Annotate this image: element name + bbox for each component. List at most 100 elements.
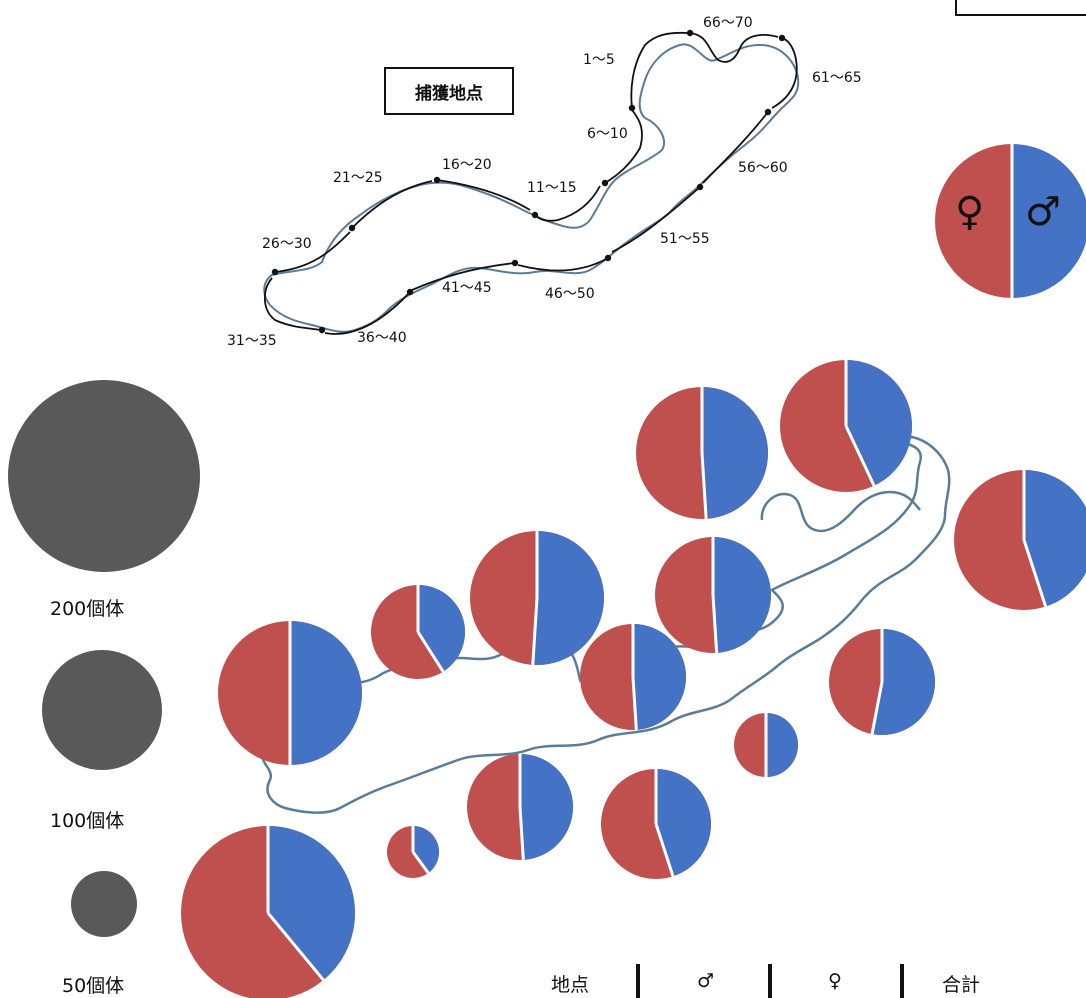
table-header-divider: [900, 964, 904, 998]
segment-arrow: [351, 180, 433, 229]
sex-legend-male-symbol: ♂: [1025, 189, 1061, 235]
size-legend-bubble-50: [71, 871, 137, 937]
size-legend-label-200: 200個体: [50, 598, 125, 620]
sex-legend-female-half: [935, 144, 1012, 298]
pie-male-slice: [520, 754, 574, 860]
pie-slice-border: [531, 597, 539, 665]
table-header-total: 合計: [942, 974, 981, 996]
pie-slice-border: [844, 425, 876, 487]
pie-slice-border: [411, 851, 430, 874]
segment-arrowhead: [696, 183, 704, 191]
pie-male-slice: [633, 624, 687, 730]
sex-ratio-pie: [371, 585, 465, 679]
segment-label: 61～65: [812, 70, 862, 86]
segment-arrowhead: [764, 108, 772, 116]
segment-arrowhead: [686, 29, 694, 37]
size-legend-bubble-100: [42, 650, 162, 770]
sex-ratio-pie: [470, 531, 604, 665]
sex-ratio-pies: [181, 360, 1086, 998]
segment-arrow: [263, 277, 323, 331]
sex-ratio-pie: [829, 629, 935, 735]
sex-ratio-pie: [218, 621, 362, 765]
segment-label: 46～50: [545, 286, 595, 302]
sex-ratio-pie: [780, 360, 913, 492]
cropped-frame: [955, 0, 1086, 16]
pie-slice-border: [416, 631, 445, 673]
pie-slice-border: [1022, 539, 1048, 608]
sex-ratio-pie: [636, 387, 769, 519]
lake-outline-north: [760, 490, 921, 533]
pie-slice-border: [266, 912, 325, 981]
segment-arrow: [534, 185, 601, 222]
segment-arrowhead: [604, 254, 612, 262]
pie-male-slice: [413, 826, 439, 874]
pie-slice-border: [518, 806, 525, 860]
table-header-divider: [768, 964, 772, 998]
segment-label: 6～10: [587, 126, 628, 142]
segment-arrowhead: [601, 179, 609, 187]
pie-male-slice: [290, 621, 362, 765]
segment-arrow: [771, 37, 798, 109]
segment-arrow: [689, 32, 779, 63]
segment-label: 31～35: [227, 333, 277, 349]
segment-arrowhead: [511, 259, 519, 267]
segment-arrow: [436, 179, 531, 211]
segment-label: 56～60: [738, 160, 788, 176]
pie-slice-border: [700, 452, 708, 519]
table-header-male: ♂: [697, 970, 715, 992]
inset-segment-arrows: [263, 29, 798, 335]
table-header-site: 地点: [551, 974, 590, 996]
segment-arrow: [274, 231, 351, 273]
segment-label: 51～55: [660, 231, 710, 247]
table-header-divider: [636, 964, 640, 998]
segment-arrow: [630, 31, 689, 109]
sex-ratio-pie: [601, 769, 711, 879]
table-header-female: ♀: [828, 970, 842, 992]
segment-label: 36～40: [357, 330, 407, 346]
pie-male-slice: [702, 387, 769, 519]
pie-male-slice: [1024, 470, 1086, 607]
segment-label: 21～25: [333, 170, 383, 186]
segment-arrowhead: [628, 104, 636, 112]
pie-male-slice: [268, 826, 356, 981]
segment-label: 66～70: [703, 15, 753, 31]
segment-arrowhead: [318, 326, 326, 334]
segment-arrowhead: [271, 268, 279, 276]
size-legend-label-100: 100個体: [50, 810, 125, 832]
segment-label: 41～45: [442, 280, 492, 296]
sex-ratio-pie: [467, 754, 574, 860]
pie-male-slice: [766, 713, 798, 777]
segment-label: 1～5: [583, 52, 615, 68]
pie-male-slice: [846, 360, 913, 486]
sex-ratio-pie: [387, 826, 439, 878]
inset-lake-outline: [263, 43, 800, 333]
segment-arrowhead: [433, 176, 441, 184]
size-legend-bubble-200: [8, 380, 200, 572]
sex-ratio-pie: [181, 826, 356, 998]
segment-label: 16～20: [442, 157, 492, 173]
sex-legend-female-symbol: ♀: [955, 189, 985, 235]
pie-slice-border: [870, 681, 884, 735]
sex-ratio-pie: [655, 537, 772, 653]
segment-arrow: [702, 111, 769, 184]
segment-arrowhead: [778, 34, 786, 42]
lake-outline-main: [258, 435, 951, 814]
segment-arrow: [611, 186, 701, 253]
map-title: 捕獲地点: [384, 67, 514, 115]
segment-arrow: [604, 109, 643, 184]
sex-legend-pie: [935, 144, 1086, 298]
segment-label: 11～15: [527, 180, 577, 196]
pie-male-slice: [532, 531, 604, 665]
sex-ratio-pie: [580, 624, 687, 730]
sex-legend-male-half: [1012, 144, 1086, 298]
segment-arrowhead: [348, 224, 356, 232]
size-legend-label-50: 50個体: [62, 975, 125, 997]
segment-arrowhead: [531, 211, 539, 219]
segment-label: 26～30: [262, 236, 312, 252]
pie-male-slice: [713, 537, 772, 653]
pie-male-slice: [656, 769, 711, 877]
pie-slice-border: [654, 823, 675, 877]
segment-arrow: [411, 262, 516, 291]
